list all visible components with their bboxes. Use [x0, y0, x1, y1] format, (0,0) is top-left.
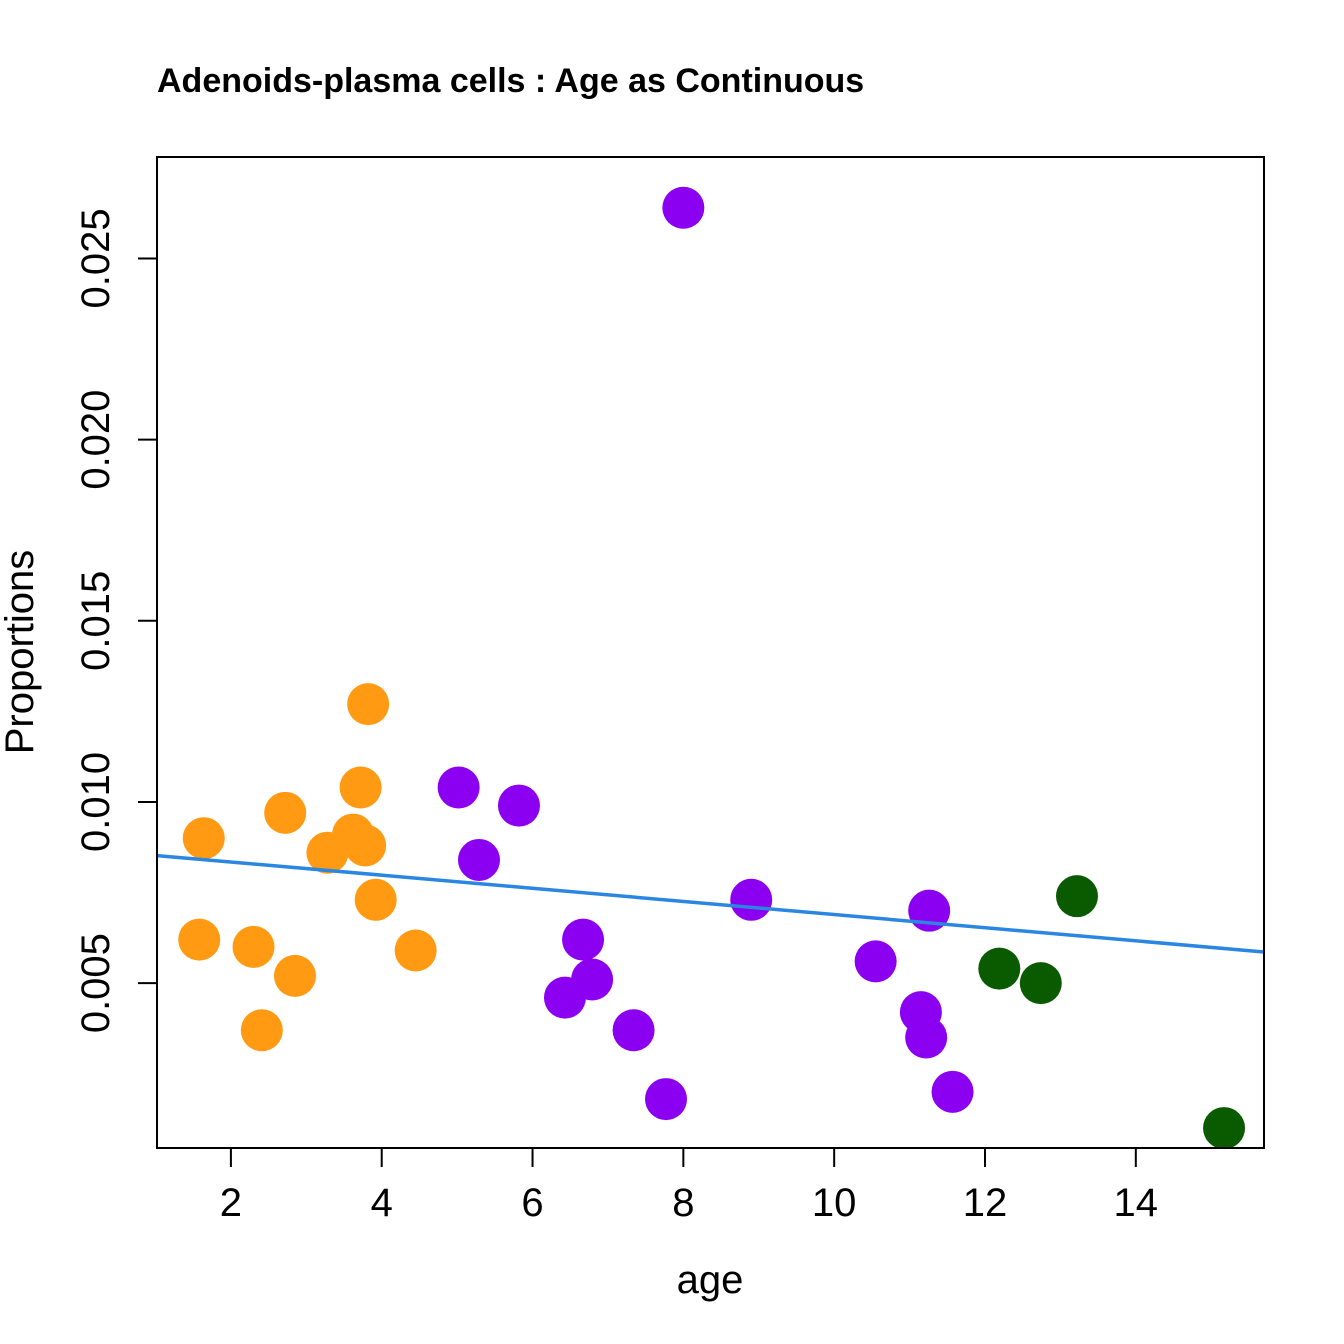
data-point: [645, 1078, 688, 1121]
x-tick-label: 10: [812, 1181, 857, 1225]
data-point: [612, 1009, 655, 1052]
y-tick-label: 0.025: [74, 208, 118, 308]
x-axis-label: age: [677, 1258, 744, 1302]
regression-line: [156, 853, 1265, 954]
data-point: [978, 947, 1021, 990]
data-point: [182, 817, 225, 860]
data-point: [339, 766, 382, 809]
data-point: [905, 1016, 948, 1059]
x-tick-label: 12: [963, 1181, 1008, 1225]
data-point: [344, 824, 387, 867]
data-point: [273, 954, 316, 997]
data-point: [931, 1070, 974, 1113]
data-point: [854, 940, 897, 983]
data-point: [457, 838, 500, 881]
data-point: [1019, 962, 1062, 1005]
data-point: [437, 766, 480, 809]
x-tick-label: 14: [1114, 1181, 1159, 1225]
data-point: [562, 918, 605, 961]
data-point: [240, 1009, 283, 1052]
points-layer: [178, 186, 1246, 1150]
y-tick-label: 0.010: [74, 752, 118, 852]
x-tick-label: 4: [371, 1181, 393, 1225]
data-point: [354, 878, 397, 921]
data-point: [1203, 1107, 1246, 1150]
data-point: [347, 683, 390, 726]
data-point: [232, 925, 275, 968]
data-point: [394, 929, 437, 972]
y-tick-label: 0.015: [74, 571, 118, 671]
data-point: [264, 791, 307, 834]
chart-title: Adenoids-plasma cells : Age as Continuou…: [157, 62, 864, 100]
data-point: [497, 784, 540, 827]
x-tick-label: 8: [672, 1181, 694, 1225]
plot-frame: [156, 156, 1265, 1149]
data-point: [662, 186, 705, 229]
y-tick-label: 0.005: [74, 933, 118, 1033]
data-point: [730, 878, 773, 921]
x-tick-label: 2: [220, 1181, 242, 1225]
data-point: [1055, 875, 1098, 918]
data-point: [571, 958, 614, 1001]
y-axis: 0.005 0.010 0.015 0.020 0.025: [74, 208, 158, 1033]
x-tick-label: 6: [521, 1181, 543, 1225]
x-axis: 2 4 6 8 10 12 14: [220, 1147, 1159, 1225]
data-point: [178, 918, 221, 961]
y-axis-label: Proportions: [0, 550, 42, 755]
regression-line-layer: [156, 853, 1265, 954]
y-tick-label: 0.020: [74, 390, 118, 490]
